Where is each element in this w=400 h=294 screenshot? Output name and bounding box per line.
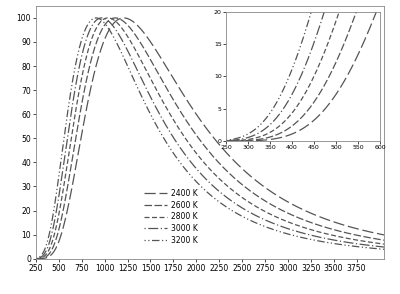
2400 K [121, 16, 126, 20]
2800 K [34, 257, 38, 260]
3000 K [194, 167, 199, 171]
2800 K [323, 232, 328, 235]
3200 K [199, 186, 204, 189]
3000 K [382, 245, 386, 249]
2600 K [194, 133, 199, 137]
3200 K [194, 180, 199, 183]
3000 K [326, 237, 331, 241]
3200 K [382, 248, 386, 251]
Line: 2400 K: 2400 K [36, 18, 384, 259]
Line: 2800 K: 2800 K [36, 18, 384, 259]
Line: 3000 K: 3000 K [36, 18, 384, 259]
3200 K [326, 241, 331, 244]
2600 K [199, 141, 204, 144]
2400 K [166, 69, 171, 73]
2800 K [199, 158, 204, 162]
3000 K [323, 237, 328, 240]
2600 K [34, 257, 38, 260]
Legend: 2400 K, 2600 K, 2800 K, 3000 K, 3200 K: 2400 K, 2600 K, 2800 K, 3000 K, 3200 K [144, 189, 198, 245]
3200 K [323, 240, 328, 244]
2600 K [323, 225, 328, 229]
2400 K [326, 218, 331, 222]
3200 K [34, 257, 38, 260]
2800 K [106, 16, 110, 20]
3200 K [166, 145, 171, 148]
2600 K [326, 226, 331, 230]
2800 K [166, 110, 171, 114]
2600 K [166, 91, 171, 94]
2800 K [194, 152, 199, 155]
2400 K [194, 113, 199, 116]
3000 K [99, 16, 104, 20]
3200 K [94, 16, 98, 20]
3000 K [199, 173, 204, 176]
2600 K [123, 21, 128, 25]
2400 K [323, 217, 328, 221]
3000 K [166, 128, 171, 132]
3000 K [123, 45, 128, 49]
3200 K [123, 60, 128, 64]
2400 K [382, 233, 386, 237]
2400 K [34, 257, 38, 260]
Line: 2600 K: 2600 K [36, 18, 384, 259]
2800 K [326, 233, 331, 236]
2400 K [123, 16, 128, 20]
2400 K [199, 120, 204, 124]
2800 K [123, 32, 128, 35]
3000 K [34, 257, 38, 260]
2600 K [382, 238, 386, 242]
Line: 3200 K: 3200 K [36, 18, 384, 258]
2600 K [113, 16, 118, 20]
2800 K [382, 242, 386, 246]
